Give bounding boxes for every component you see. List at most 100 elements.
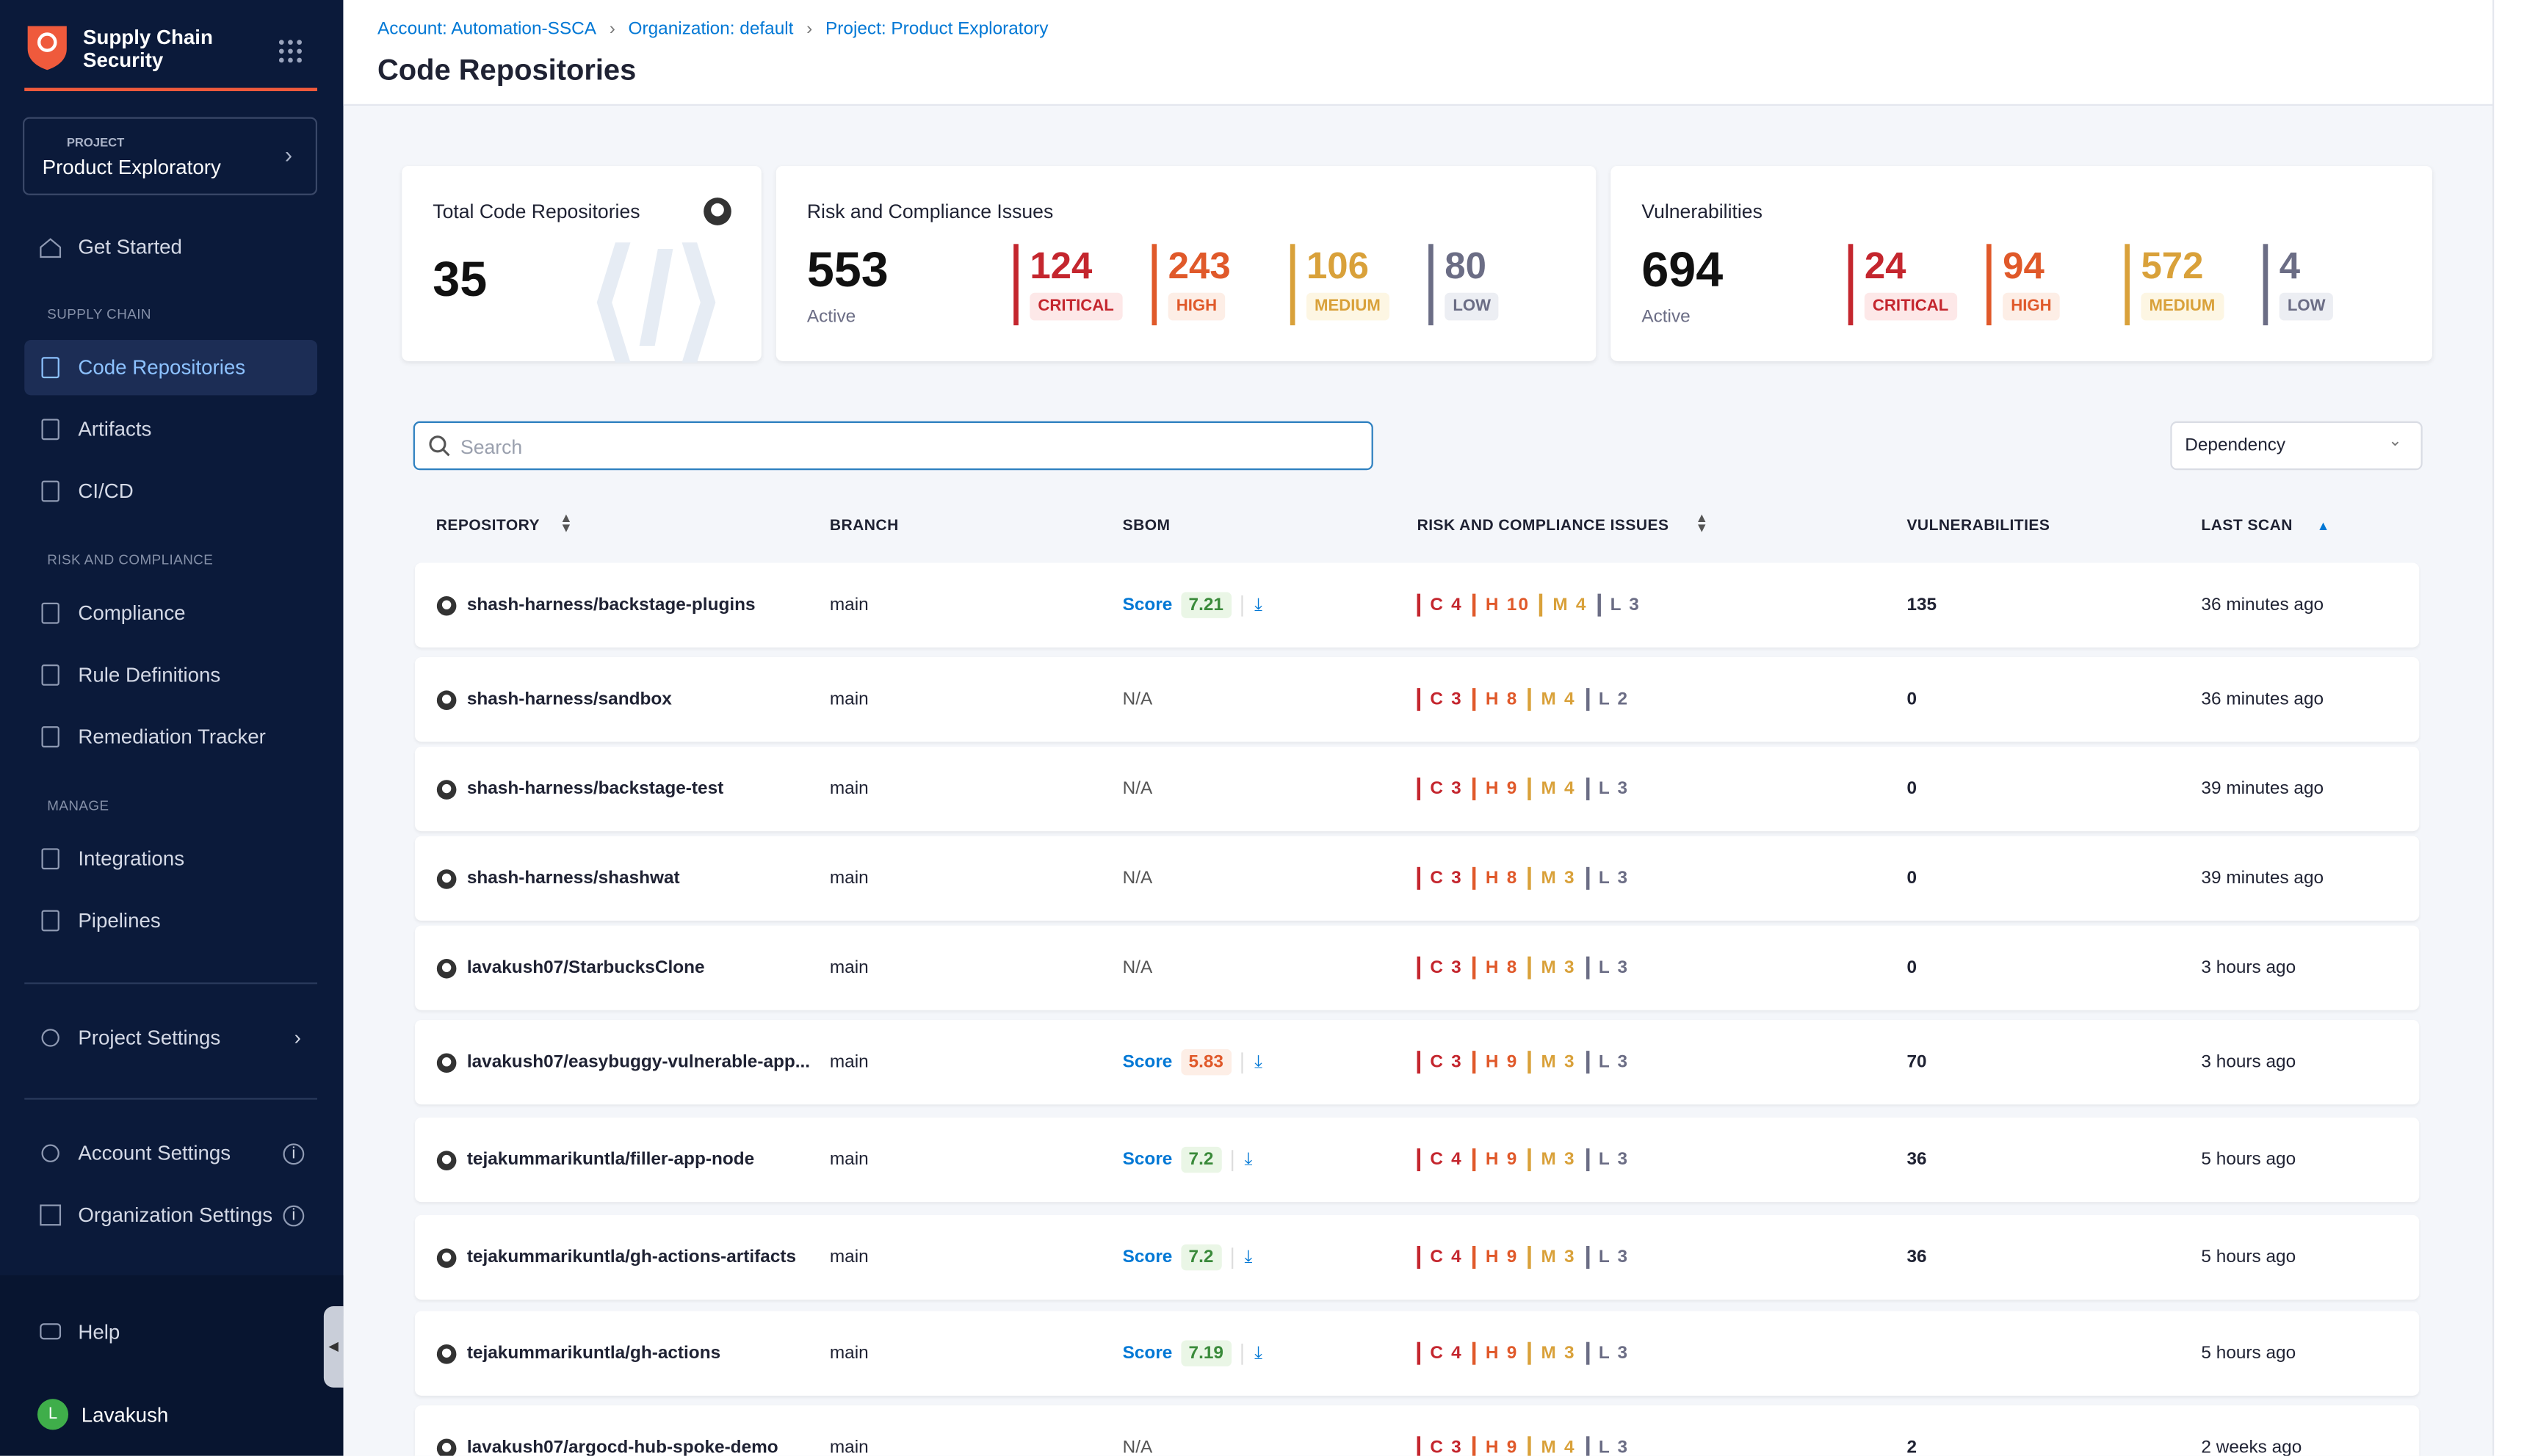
table-row[interactable]: shash-harness/shashwatmainN/AC 3H 8M 3L … [415,836,2419,921]
info-icon: i [283,1205,304,1226]
sort-icon[interactable]: ▲▼ [1695,514,1708,534]
apps-icon[interactable] [278,39,303,63]
last-scan: 36 minutes ago [2201,595,2324,615]
download-icon[interactable]: ⤓ [1241,595,1262,616]
user-name[interactable]: Lavakush [82,1404,169,1427]
severity: 243HIGH [1152,244,1231,325]
project-name: Product Exploratory [43,156,221,179]
score-label[interactable]: Score [1123,1052,1173,1072]
table-row[interactable]: tejakummarikuntla/gh-actions-artifactsma… [415,1215,2419,1300]
filter-dropdown[interactable]: Dependency ⌄ [2170,421,2422,470]
column-header[interactable]: REPOSITORY [436,517,540,535]
card-value: 553 [807,244,889,299]
issues-cell: C 3H 8M 4L 2 [1417,657,1639,742]
card-title: Total Code Repositories [433,200,640,222]
severity-label: CRITICAL [1030,293,1122,321]
nav-item[interactable]: Remediation Tracker [24,709,317,764]
issue-count: H 8 [1472,867,1518,890]
project-selector[interactable]: PROJECT Product Exploratory › [23,117,317,195]
nav-item[interactable]: CI/CD [24,463,317,518]
score-label[interactable]: Score [1123,1150,1173,1170]
icon [37,1319,63,1345]
nav-item[interactable]: Get Started [24,220,317,275]
issue-count: L 3 [1586,957,1629,979]
table-row[interactable]: lavakush07/argocd-hub-spoke-demomainN/AC… [415,1405,2419,1456]
score-label[interactable]: Score [1123,595,1173,615]
breadcrumb[interactable]: Project: Product Exploratory [825,20,1048,40]
icon [37,662,63,688]
breadcrumb[interactable]: Account: Automation-SSCA [377,20,596,40]
section-title: SUPPLY CHAIN [47,305,151,322]
vulnerabilities: 36 [1906,1247,1926,1267]
table-row[interactable]: shash-harness/sandboxmainN/AC 3H 8M 4L 2… [415,657,2419,742]
sbom-na: N/A [1123,779,1153,799]
nav-item[interactable]: Rule Definitions [24,648,317,703]
table-row[interactable]: lavakush07/StarbucksClonemainN/AC 3H 8M … [415,926,2419,1010]
column-header[interactable]: RISK AND COMPLIANCE ISSUES [1417,517,1669,535]
severity-count: 106 [1306,244,1389,288]
collapse-handle[interactable]: ◀ [324,1306,344,1388]
issue-count: L 3 [1586,778,1629,800]
vulnerabilities: 0 [1906,689,1917,709]
download-icon[interactable]: ⤓ [1241,1051,1262,1073]
divider [24,1098,317,1099]
table-row[interactable]: shash-harness/backstage-testmainN/AC 3H … [415,747,2419,831]
issue-count: C 4 [1417,1342,1463,1365]
column-header[interactable]: BRANCH [830,517,899,535]
page-header: Account: Automation-SSCA›Organization: d… [343,0,2492,106]
issues-cell: C 4H 10M 4L 3 [1417,563,1651,648]
last-scan: 2 weeks ago [2201,1438,2302,1455]
table-row[interactable]: tejakummarikuntla/filler-app-nodemainSco… [415,1118,2419,1202]
severity: 94HIGH [1986,244,2060,325]
nav-item[interactable]: Pipelines [24,893,317,948]
vulnerabilities-cell: 0 [1906,836,1917,921]
severity-label: MEDIUM [1306,293,1389,321]
nav-item[interactable]: Artifacts [24,402,317,457]
search-box[interactable]: Search [413,421,1373,470]
nav-item[interactable]: Integrations [24,831,317,886]
download-icon[interactable]: ⤓ [1232,1149,1253,1170]
table-row[interactable]: tejakummarikuntla/gh-actionsmainScore7.1… [415,1311,2419,1396]
nav-item[interactable]: Account Settingsi [24,1126,317,1181]
issue-count: M 4 [1528,778,1576,800]
table-row[interactable]: shash-harness/backstage-pluginsmainScore… [415,563,2419,648]
nav-item[interactable]: Project Settings› [24,1010,317,1065]
nav-item[interactable]: Compliance [24,586,317,641]
breadcrumb[interactable]: Organization: default [629,20,794,40]
nav-label: Project Settings [78,1026,220,1049]
repository-cell: shash-harness/sandbox [436,657,672,742]
sort-icon[interactable]: ▲ [2317,519,2330,534]
sbom-cell: N/A [1123,747,1153,831]
vulnerabilities-cell: 135 [1906,563,1937,648]
nav-label: Get Started [78,236,182,258]
download-icon[interactable]: ⤓ [1241,1343,1262,1364]
nav-item[interactable]: Code Repositories [24,340,317,395]
nav-item[interactable]: Help [24,1305,317,1360]
column-header[interactable]: SBOM [1123,517,1171,535]
branch-cell: main [830,836,869,921]
issues-cell: C 4H 9M 3L 3 [1417,1118,1639,1202]
column-header[interactable]: LAST SCAN [2201,517,2292,535]
issue-count: L 3 [1586,867,1629,890]
issue-count: M 3 [1528,867,1576,890]
severity-label: LOW [2280,293,2334,321]
severity: 124CRITICAL [1013,244,1122,325]
sort-icon[interactable]: ▲▼ [560,514,573,534]
nav-label: Integrations [78,847,184,870]
issues-cell: C 4H 9M 3L 3 [1417,1215,1639,1300]
column-header[interactable]: VULNERABILITIES [1906,517,2050,535]
issue-count: H 9 [1472,1342,1518,1365]
score-label[interactable]: Score [1123,1344,1173,1363]
issue-count: H 9 [1472,1051,1518,1073]
issue-count: C 4 [1417,1246,1463,1269]
icon [37,355,63,380]
nav-item[interactable]: Organization Settingsi [24,1187,317,1242]
github-icon [436,1247,458,1268]
vulnerabilities-cell: 0 [1906,926,1917,1010]
table-row[interactable]: lavakush07/easybuggy-vulnerable-app...ma… [415,1020,2419,1104]
download-icon[interactable]: ⤓ [1232,1247,1253,1268]
score-label[interactable]: Score [1123,1247,1173,1267]
vulnerabilities-cell: 36 [1906,1118,1926,1202]
repository-name: tejakummarikuntla/gh-actions-artifacts [467,1247,796,1267]
